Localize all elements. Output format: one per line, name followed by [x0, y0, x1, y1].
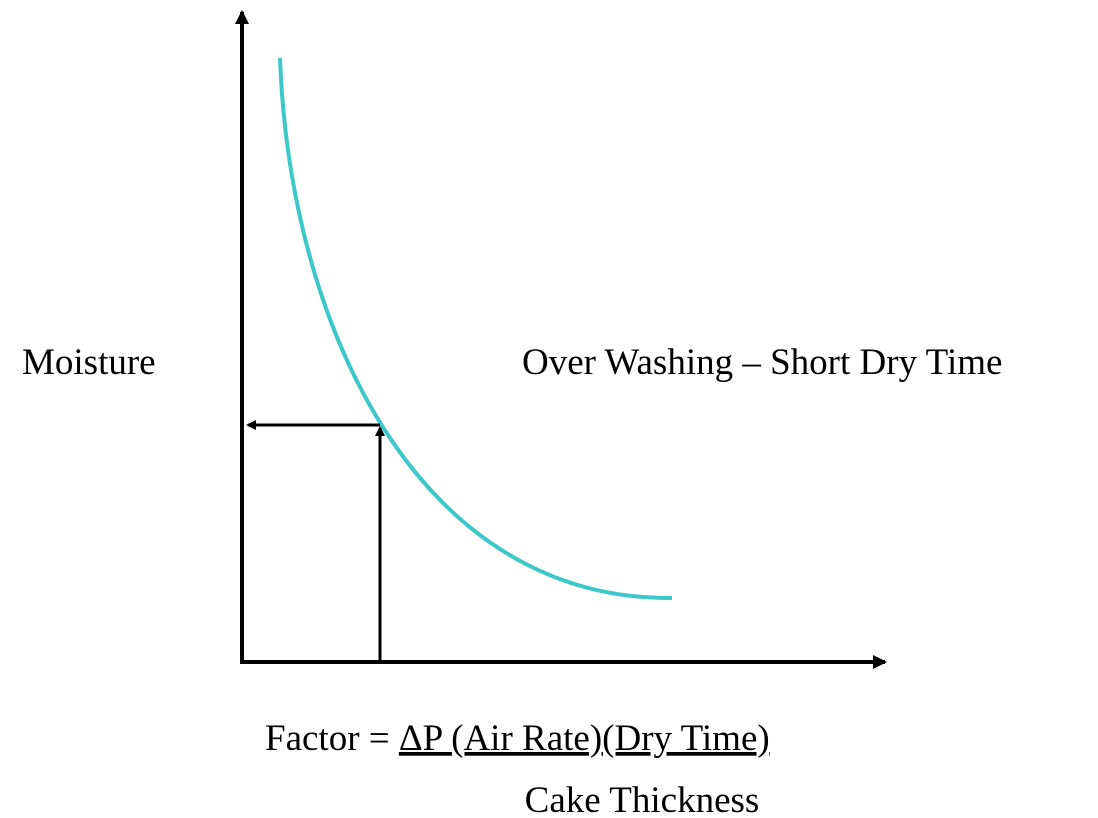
y-axis-label: Moisture [22, 342, 156, 383]
moisture-curve [278, 57, 673, 601]
formula-denominator: Cake Thickness [525, 780, 760, 818]
formula: Factor = ΔP (Air Rate)(Dry Time) [265, 718, 770, 759]
formula-numerator: ΔP (Air Rate)(Dry Time) [399, 718, 770, 759]
formula-prefix: Factor = [265, 718, 399, 759]
annotation: Over Washing – Short Dry Time [522, 342, 1002, 383]
